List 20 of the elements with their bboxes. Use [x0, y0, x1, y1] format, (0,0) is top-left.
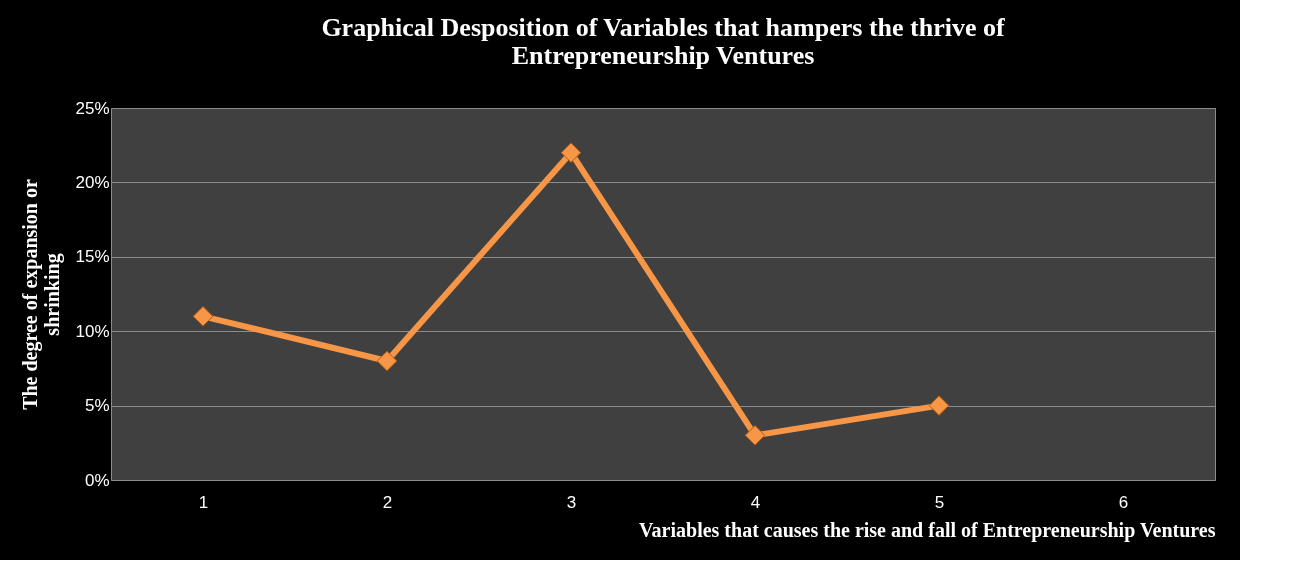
- x-tick-label: 1: [198, 492, 209, 512]
- chart-title: Graphical Desposition of Variables that hampers the thrive of Entrepreneurship Ventures: [321, 13, 1005, 70]
- y-tick-label: 20%: [75, 172, 110, 192]
- y-tick-label: 10%: [75, 321, 110, 341]
- point: [192, 306, 214, 327]
- x-tick-label: 3: [566, 492, 577, 512]
- x-tick-label: 2: [382, 492, 393, 512]
- y-tick-label: 0%: [84, 470, 110, 490]
- x-tick-label: 5: [934, 492, 945, 512]
- x-axis-title: Variables that causes the rise and fall of Entrepreneurship Ventures: [638, 518, 1216, 542]
- point: [560, 142, 582, 163]
- y-tick-label: 15%: [75, 247, 110, 267]
- x-tick-label: 6: [1118, 492, 1129, 512]
- point: [376, 350, 398, 372]
- y-tick-label: 25%: [75, 98, 110, 118]
- point: [928, 395, 950, 416]
- y-tick-label: 5%: [84, 396, 110, 416]
- point: [744, 425, 766, 446]
- x-tick-label: 4: [750, 492, 761, 512]
- y-axis-title: The degree of expansion or shrinking: [19, 179, 65, 410]
